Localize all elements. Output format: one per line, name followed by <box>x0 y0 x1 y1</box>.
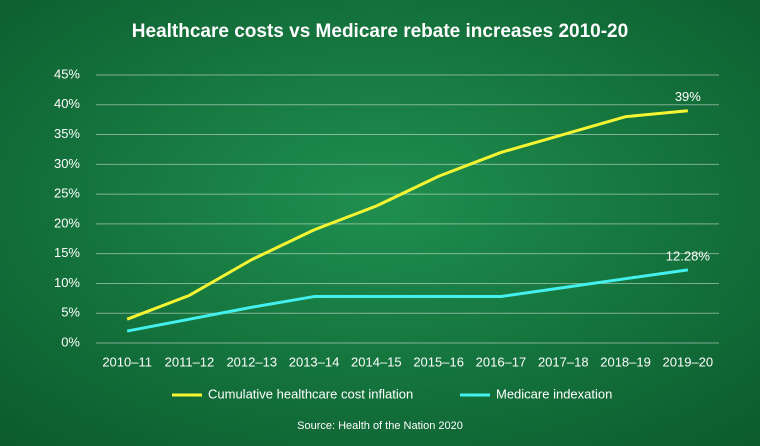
y-tick-label: 30% <box>54 156 80 171</box>
y-tick-label: 35% <box>54 126 80 141</box>
y-tick-label: 25% <box>54 186 80 201</box>
y-tick-label: 20% <box>54 215 80 230</box>
x-tick-label: 2010–11 <box>102 354 152 369</box>
y-tick-label: 0% <box>61 334 80 349</box>
x-tick-label: 2013–14 <box>289 354 340 369</box>
data-label: 39% <box>675 89 701 104</box>
y-tick-label: 5% <box>61 305 80 320</box>
data-label: 12.28% <box>666 248 711 263</box>
source: Source: Health of the Nation 2020 <box>297 420 463 432</box>
x-tick-label: 2011–12 <box>165 354 215 369</box>
line <box>126 268 689 333</box>
y-tick-label: 15% <box>54 245 80 260</box>
legend-label: Medicare indexation <box>496 386 612 401</box>
y-tick-label: 40% <box>54 96 80 111</box>
x-tick-label: 2012–13 <box>226 354 277 369</box>
y-tick-label: 45% <box>54 66 80 81</box>
x-tick-label: 2019–20 <box>663 354 714 369</box>
y-tick-label: 10% <box>54 275 80 290</box>
x-tick-label: 2018–19 <box>600 354 651 369</box>
line <box>126 109 688 321</box>
chart-title: Healthcare costs vs Medicare rebate incr… <box>132 21 628 42</box>
x-tick-label: 2014–15 <box>351 354 402 369</box>
x-tick-label: 2017–18 <box>538 354 589 369</box>
x-tick-label: 2015–16 <box>413 354 464 369</box>
x-tick-label: 2016–17 <box>476 354 527 369</box>
legend-label: Cumulative healthcare cost inflation <box>208 386 413 401</box>
